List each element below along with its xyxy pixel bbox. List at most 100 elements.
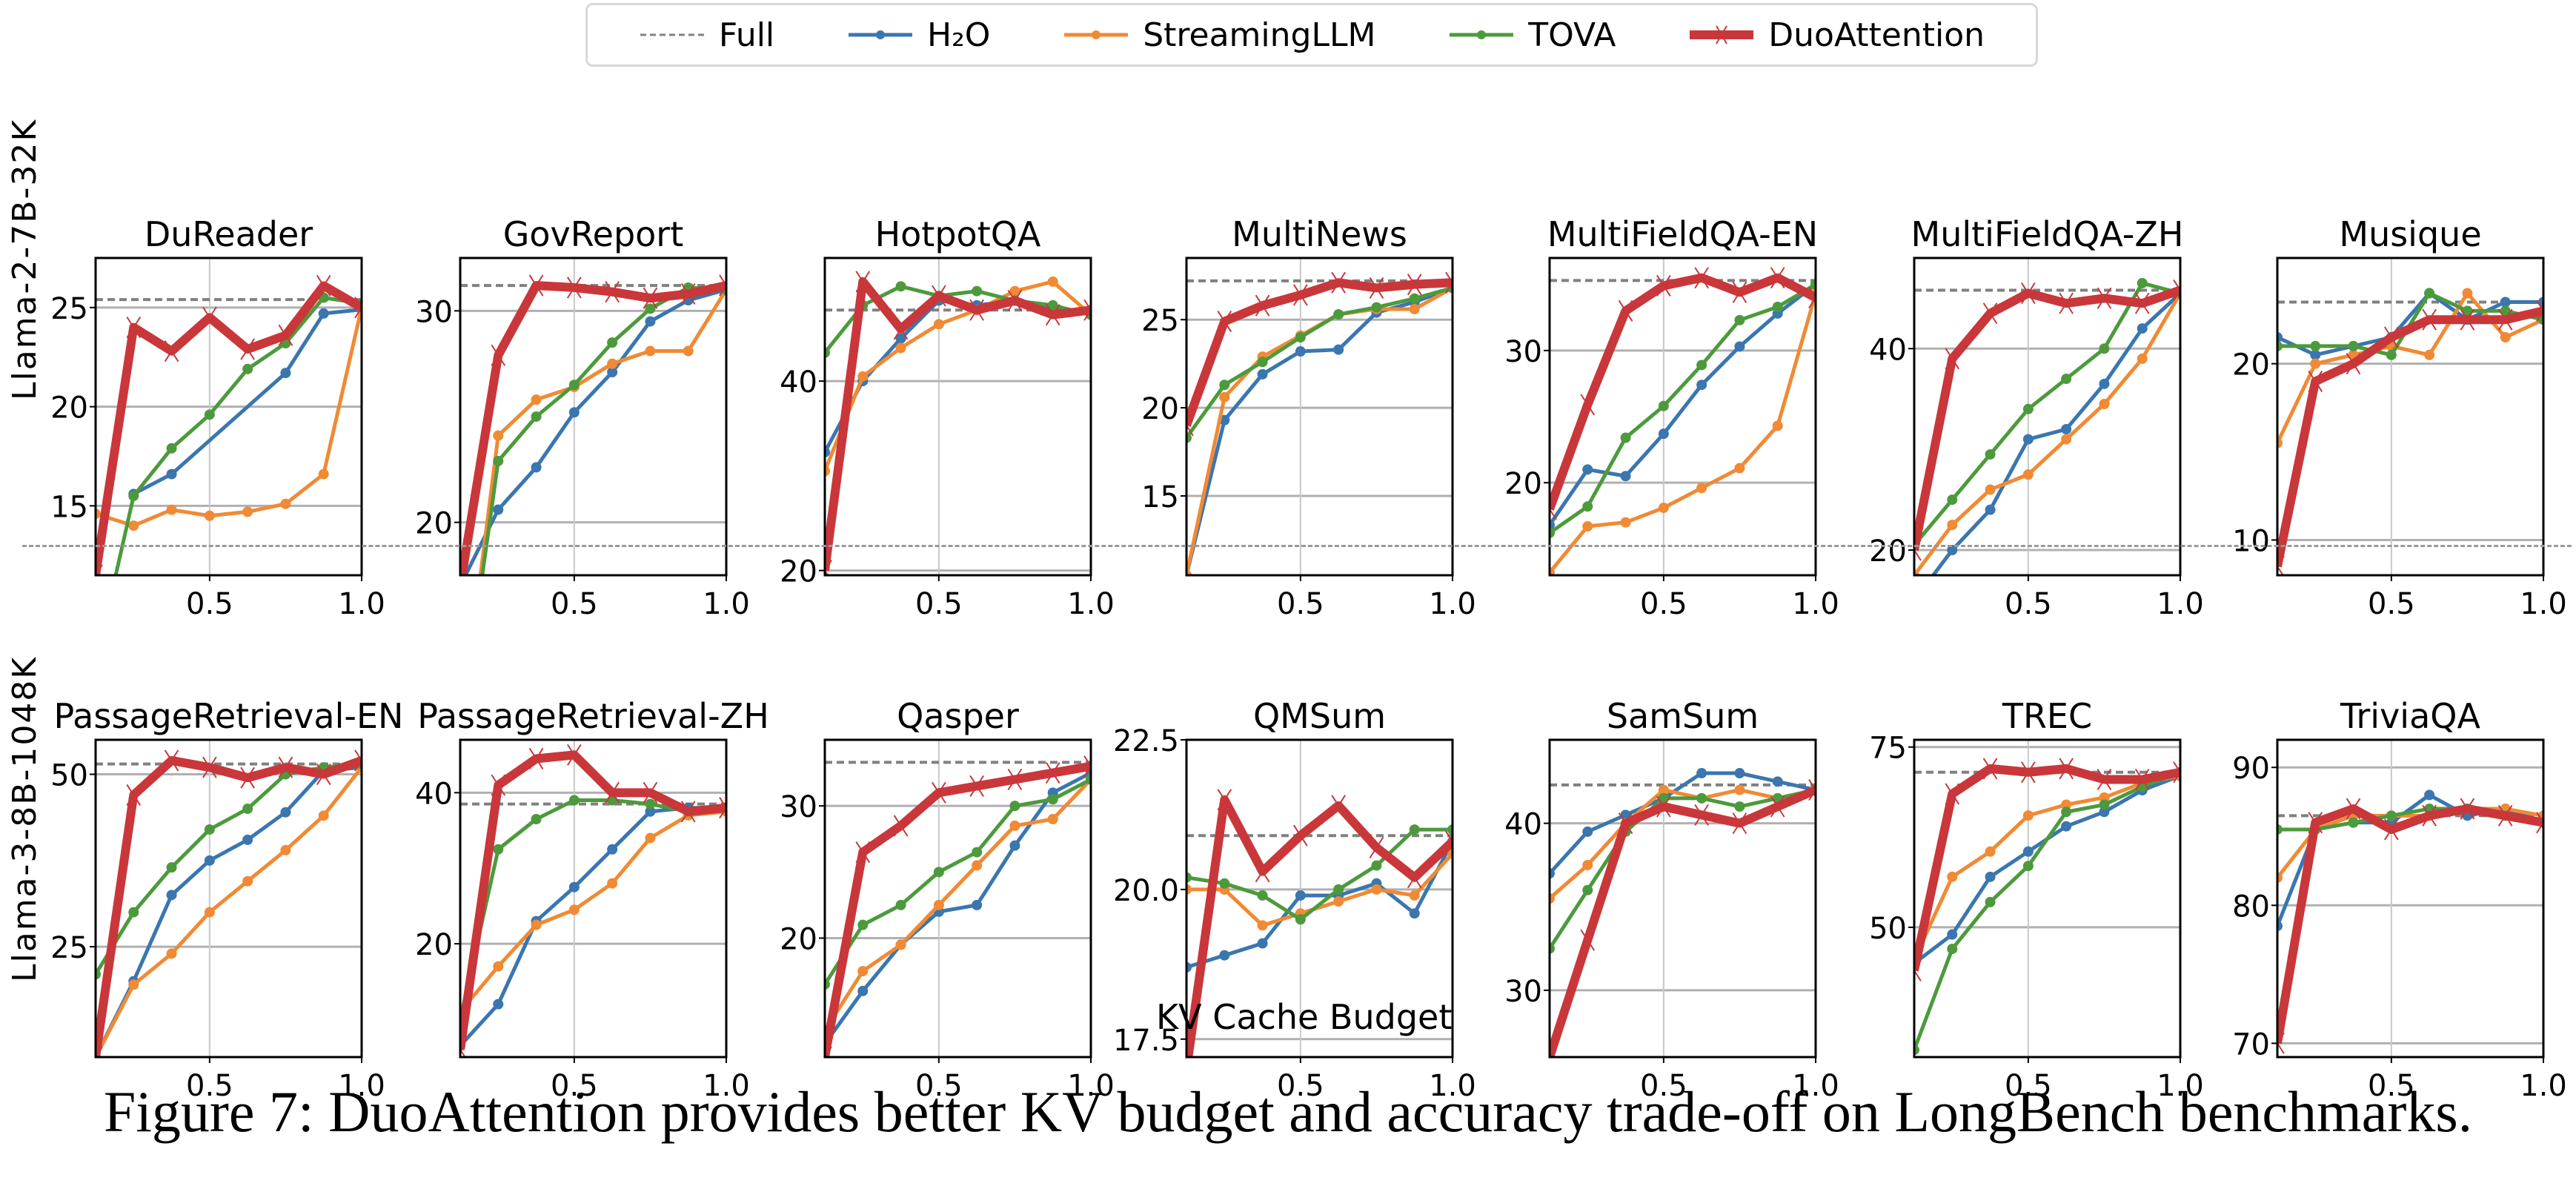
data-point-duoattention <box>528 274 544 297</box>
series-line-h2o <box>825 771 1091 1045</box>
legend-swatch <box>849 30 913 39</box>
data-point-h2o <box>568 407 580 418</box>
data-point-tova <box>1219 380 1230 391</box>
data-point-tova <box>1985 896 1996 907</box>
data-point-tova <box>1550 527 1555 538</box>
series-line-tova <box>460 798 726 1020</box>
data-point-h2o <box>493 504 504 515</box>
series-line-streamingllm <box>1186 286 1453 575</box>
data-point-streamingllm <box>2137 353 2148 364</box>
data-point-duoattention <box>1732 812 1747 835</box>
data-point-streamingllm <box>2061 799 2072 810</box>
data-point-duoattention <box>2308 812 2323 834</box>
data-point-duoattention <box>1770 795 1785 818</box>
data-point-duoattention <box>2460 798 2475 820</box>
data-point-h2o <box>825 446 830 457</box>
series-line-tova <box>1914 770 2180 1051</box>
data-point-duoattention <box>2277 555 2285 575</box>
data-point-duoattention <box>1045 304 1060 326</box>
x-tick-label: 1.0 <box>2520 1069 2567 1103</box>
x-tick-label: 1.0 <box>2157 587 2204 621</box>
data-point-duoattention <box>316 763 331 786</box>
data-point-streamingllm <box>96 509 101 520</box>
row-separator <box>22 545 2572 547</box>
data-point-duoattention <box>240 766 255 789</box>
data-point-tova <box>568 380 580 391</box>
x-tick-label: 1.0 <box>2157 1069 2204 1103</box>
data-point-streamingllm <box>568 904 580 915</box>
data-point-duoattention <box>164 749 179 772</box>
data-point-streamingllm <box>857 966 869 977</box>
legend-item-h-o: H₂O <box>847 16 990 54</box>
data-point-duoattention <box>605 781 620 804</box>
data-point-h2o <box>2310 349 2321 360</box>
series-line-h2o <box>133 308 362 496</box>
panel-llama-2-7b-32k-qasper: 20 30 0.5 1.0 Qasper <box>780 696 1115 1103</box>
data-point-duoattention <box>126 317 142 339</box>
data-point-duoattention <box>2173 761 2180 784</box>
y-tick-label: 25 <box>50 292 88 326</box>
data-point-h2o <box>1582 826 1593 837</box>
data-point-streamingllm <box>1409 890 1420 901</box>
x-tick-label: 0.5 <box>186 1069 233 1103</box>
series-line-streamingllm <box>825 778 1091 1032</box>
data-point-h2o <box>1658 428 1669 440</box>
data-point-h2o <box>1582 464 1593 475</box>
data-point-duoattention <box>1331 271 1346 294</box>
data-point-tova <box>1550 943 1555 954</box>
data-point-tova <box>1257 890 1268 901</box>
data-point-tova <box>2462 305 2473 317</box>
data-point-tova <box>2386 349 2397 360</box>
y-tick-label: 50 <box>50 759 88 793</box>
data-point-duoattention <box>1945 348 1960 370</box>
legend-item-tova: TOVA <box>1448 16 1616 54</box>
data-point-duoattention <box>825 1046 832 1057</box>
data-point-duoattention <box>1407 867 1422 889</box>
data-point-duoattention <box>2134 768 2150 791</box>
data-point-streamingllm <box>128 520 139 532</box>
data-point-streamingllm <box>318 810 329 821</box>
data-point-streamingllm <box>2310 358 2321 369</box>
x-tick-label: 0.5 <box>551 1069 598 1103</box>
data-point-h2o <box>972 899 983 910</box>
data-point-duoattention <box>96 564 103 575</box>
y-tick-label: 30 <box>415 295 453 329</box>
data-point-tova <box>1295 914 1306 925</box>
data-point-tova <box>204 409 215 420</box>
data-point-duoattention <box>1217 311 1232 333</box>
data-point-duoattention <box>316 274 331 297</box>
panel-llama-2-7b-32k-govreport: 20 30 0.5 1.0 GovReport <box>415 214 750 621</box>
data-point-streamingllm <box>280 498 291 509</box>
plot-frame <box>2276 256 2545 577</box>
data-point-streamingllm <box>2022 810 2034 821</box>
data-point-h2o <box>1734 341 1745 352</box>
y-tick-label: 20 <box>415 507 453 541</box>
data-point-duoattention <box>893 318 909 340</box>
plot-frame <box>1548 738 1817 1059</box>
data-point-streamingllm <box>2424 349 2435 360</box>
series-line-tova <box>1186 827 1453 921</box>
data-point-duoattention <box>96 1046 103 1057</box>
data-point-tova <box>2386 810 2397 821</box>
data-point-tova <box>1734 314 1745 325</box>
y-tick-label: 25 <box>50 931 88 965</box>
series-line-h2o <box>1550 282 1816 526</box>
legend-label: StreamingLLM <box>1143 16 1376 54</box>
data-point-duoattention <box>680 801 696 823</box>
data-point-h2o <box>607 844 618 855</box>
data-point-duoattention <box>1369 277 1384 299</box>
legend-item-full: Full <box>639 16 774 54</box>
data-point-h2o <box>1772 776 1783 787</box>
y-tick-label: 17.5 <box>1113 1024 1179 1058</box>
data-point-streamingllm <box>242 875 253 887</box>
x-tick-label: 0.5 <box>186 587 233 621</box>
series-line-tova <box>825 778 1091 986</box>
data-point-duoattention <box>1445 830 1453 852</box>
x-tick-label: 1.0 <box>1067 1069 1115 1103</box>
series-line-streamingllm <box>1186 852 1453 927</box>
y-tick-label: 20 <box>415 928 453 962</box>
data-point-tova <box>1696 792 1707 804</box>
data-point-h2o <box>1295 890 1306 901</box>
data-point-duoattention <box>354 297 362 319</box>
panel-llama-2-7b-32k-musique: 10 20 0.5 1.0 Musique <box>2232 214 2567 621</box>
